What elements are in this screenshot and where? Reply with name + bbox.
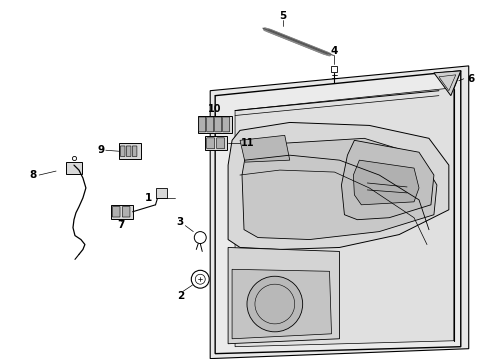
- Polygon shape: [215, 71, 461, 354]
- Text: 7: 7: [117, 220, 124, 230]
- Circle shape: [191, 270, 209, 288]
- Polygon shape: [228, 122, 449, 249]
- FancyBboxPatch shape: [111, 205, 133, 219]
- Circle shape: [195, 231, 206, 243]
- Text: 2: 2: [177, 291, 184, 301]
- FancyBboxPatch shape: [66, 162, 82, 174]
- Polygon shape: [353, 160, 419, 205]
- FancyBboxPatch shape: [217, 138, 224, 149]
- FancyBboxPatch shape: [199, 117, 206, 132]
- Text: 4: 4: [331, 46, 338, 56]
- Polygon shape: [242, 138, 437, 239]
- FancyBboxPatch shape: [122, 207, 130, 217]
- FancyBboxPatch shape: [198, 116, 232, 133]
- Text: 9: 9: [97, 145, 104, 155]
- FancyBboxPatch shape: [126, 146, 131, 157]
- FancyBboxPatch shape: [205, 136, 227, 150]
- Polygon shape: [232, 269, 332, 339]
- Text: 6: 6: [467, 74, 474, 84]
- FancyBboxPatch shape: [119, 143, 141, 159]
- FancyBboxPatch shape: [121, 146, 125, 157]
- Polygon shape: [210, 66, 469, 359]
- FancyBboxPatch shape: [215, 117, 221, 132]
- Polygon shape: [235, 88, 454, 347]
- Polygon shape: [342, 140, 434, 220]
- Text: 1: 1: [145, 193, 152, 203]
- FancyBboxPatch shape: [113, 207, 120, 217]
- FancyBboxPatch shape: [207, 117, 214, 132]
- FancyBboxPatch shape: [132, 146, 137, 157]
- Polygon shape: [434, 71, 461, 96]
- Polygon shape: [240, 135, 290, 162]
- Text: 5: 5: [279, 11, 287, 21]
- Text: 8: 8: [29, 170, 37, 180]
- Circle shape: [247, 276, 303, 332]
- Text: 10: 10: [208, 104, 222, 113]
- Text: 11: 11: [241, 138, 255, 148]
- FancyBboxPatch shape: [155, 188, 168, 198]
- Polygon shape: [228, 247, 340, 344]
- FancyBboxPatch shape: [207, 138, 215, 149]
- FancyBboxPatch shape: [222, 117, 230, 132]
- Text: 3: 3: [177, 217, 184, 227]
